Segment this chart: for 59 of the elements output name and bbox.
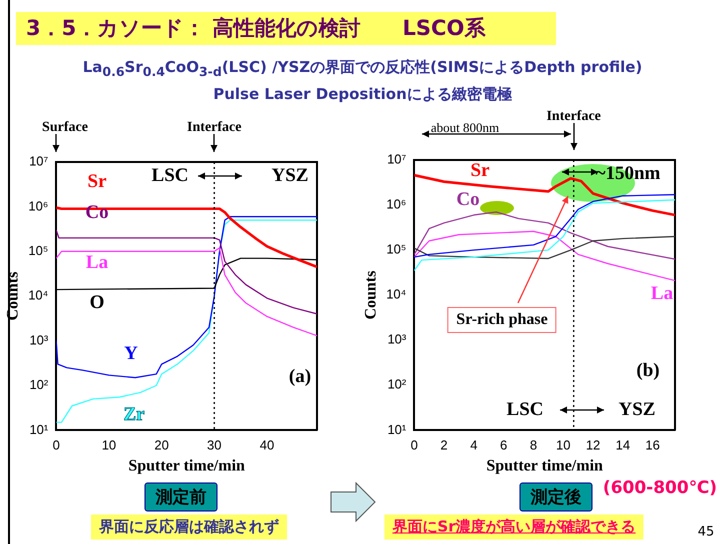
x-axis-title: Sputter time/min bbox=[128, 458, 246, 475]
y-tick-label: 10⁴ bbox=[386, 286, 406, 302]
x-tick-label: 10 bbox=[556, 438, 570, 453]
text: (600-800℃) bbox=[602, 478, 718, 498]
ref-line-label: Interface bbox=[546, 109, 601, 125]
series-label: Y bbox=[124, 343, 138, 365]
x-tick-label: 6 bbox=[500, 438, 508, 453]
x-tick-label: 0 bbox=[410, 438, 418, 453]
y-tick-label: 10⁴ bbox=[28, 288, 48, 303]
y-tick-label: 10⁵ bbox=[386, 242, 406, 257]
annotation: (a) bbox=[288, 366, 312, 388]
annotation: YSZ bbox=[272, 165, 308, 187]
chart-title: 3．5．カソード： 高性能化の検討 LSCO系 bbox=[16, 12, 556, 45]
y-tick-label: 10³ bbox=[387, 332, 407, 347]
x-tick-label: 2 bbox=[440, 438, 448, 453]
x-tick-label: 0 bbox=[52, 438, 60, 453]
x-axis-title: Sputter time/min bbox=[486, 458, 604, 475]
x-tick-label: 10 bbox=[102, 438, 116, 453]
text: 界面にSr濃度が高い層が確認できる bbox=[384, 514, 644, 540]
series-label: Zr bbox=[123, 404, 145, 426]
series-label: La bbox=[86, 252, 108, 274]
x-tick-label: 20 bbox=[154, 438, 169, 453]
text: about 800nm bbox=[430, 120, 500, 136]
series-label: La bbox=[650, 283, 674, 305]
y-axis-title: Counts bbox=[4, 272, 22, 321]
y-tick-label: 10⁶ bbox=[28, 198, 48, 214]
annotation: Sr-rich phase bbox=[447, 307, 557, 333]
annotation: YSZ bbox=[618, 399, 656, 421]
x-tick-label: 12 bbox=[586, 438, 600, 453]
series-label: Co bbox=[456, 189, 480, 211]
text: 45 bbox=[698, 524, 714, 540]
x-tick-label: 30 bbox=[207, 438, 222, 453]
series-label: O bbox=[90, 292, 104, 314]
y-axis-title: Counts bbox=[362, 270, 380, 320]
y-tick-label: 10⁶ bbox=[386, 196, 406, 212]
y-tick-label: 10⁷ bbox=[29, 154, 49, 169]
text: 測定前 bbox=[144, 482, 218, 512]
y-tick-label: 10¹ bbox=[29, 422, 49, 437]
x-tick-label: 40 bbox=[260, 438, 274, 453]
annotation: LSC bbox=[152, 165, 188, 187]
y-tick-label: 10² bbox=[387, 376, 407, 392]
x-tick-label: 16 bbox=[645, 438, 660, 453]
annotation: LSC bbox=[506, 399, 544, 421]
y-tick-label: 10² bbox=[29, 377, 49, 392]
series-label: Sr bbox=[470, 160, 490, 182]
text: 測定後 bbox=[520, 482, 592, 512]
y-tick-label: 10⁵ bbox=[28, 242, 48, 258]
text: La$_{0.6}$Sr$_{0.4}$CoO$_{3-d}$(LSC) /YSZの界面での反応性(SIMSによるDepth profile) Pulse Laser Depositionによる緻密電極 bbox=[82, 57, 644, 105]
x-tick-label: 4 bbox=[470, 438, 478, 453]
ref-line-label: Interface bbox=[187, 120, 242, 136]
y-tick-label: 10³ bbox=[29, 332, 49, 348]
annotation: (b) bbox=[636, 360, 660, 382]
x-tick-label: 8 bbox=[530, 438, 538, 453]
text: 界面に反応層は確認されず bbox=[91, 514, 287, 540]
series-label: Sr bbox=[88, 171, 106, 193]
y-tick-label: 10⁷ bbox=[387, 152, 407, 167]
x-tick-label: 14 bbox=[616, 438, 630, 453]
y-tick-label: 10¹ bbox=[387, 422, 407, 437]
text: Surface bbox=[42, 120, 88, 136]
